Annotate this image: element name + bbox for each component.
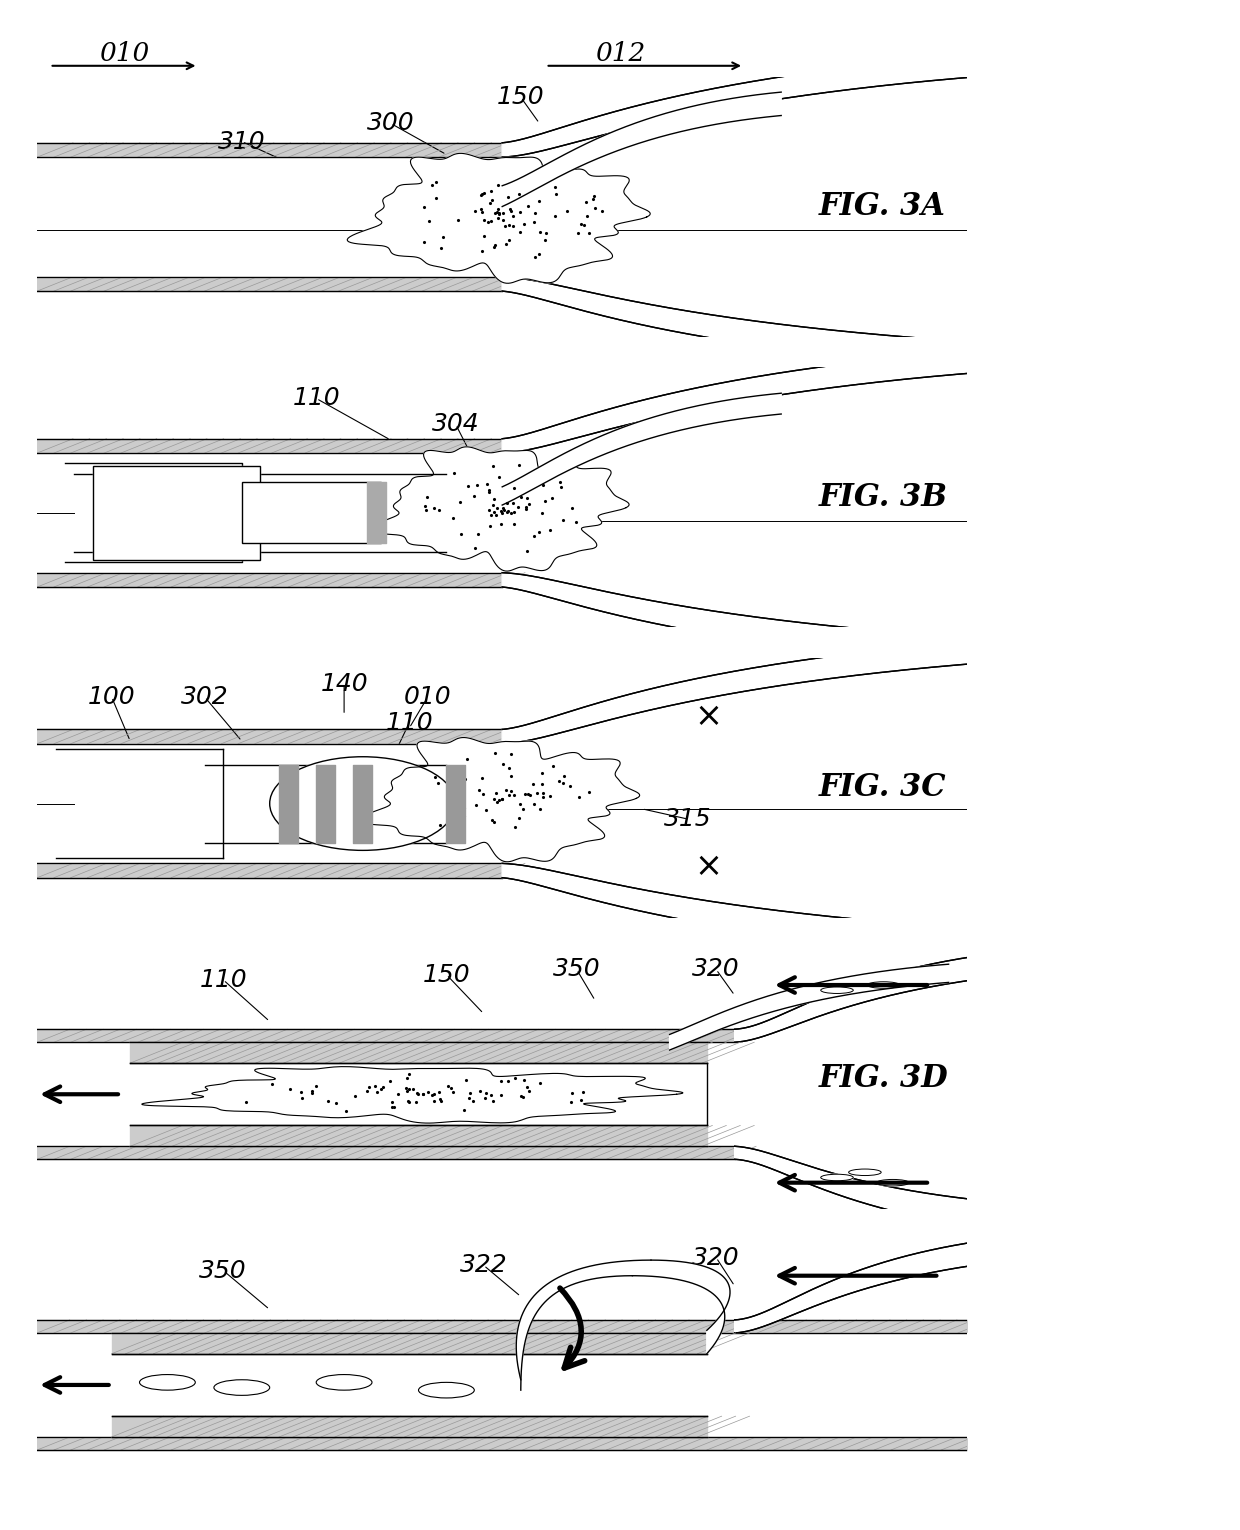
Text: 100: 100 <box>88 685 135 708</box>
Text: 010: 010 <box>99 41 149 66</box>
Text: $\times$: $\times$ <box>694 699 719 731</box>
Text: 150: 150 <box>497 86 544 109</box>
Polygon shape <box>670 964 949 1050</box>
Polygon shape <box>734 952 1014 1042</box>
Polygon shape <box>502 572 1014 666</box>
Text: 012: 012 <box>595 41 645 66</box>
Ellipse shape <box>139 1374 196 1391</box>
Text: FIG. 3A: FIG. 3A <box>818 191 945 222</box>
Polygon shape <box>502 572 1014 666</box>
Polygon shape <box>502 52 1014 158</box>
Ellipse shape <box>316 1374 372 1391</box>
Polygon shape <box>734 952 1014 1042</box>
Text: FIG. 3E: FIG. 3E <box>818 1354 945 1385</box>
Text: 302: 302 <box>181 685 228 708</box>
Text: 110: 110 <box>293 387 340 410</box>
Ellipse shape <box>270 757 456 851</box>
Text: FIG. 3B: FIG. 3B <box>818 482 947 513</box>
Text: 150: 150 <box>423 962 470 987</box>
Text: 315: 315 <box>665 808 712 831</box>
Text: 350: 350 <box>553 958 600 981</box>
Text: 110: 110 <box>200 968 247 991</box>
Text: 110: 110 <box>386 711 433 734</box>
Polygon shape <box>141 1066 683 1123</box>
Polygon shape <box>502 638 1014 744</box>
Text: FIG. 3C: FIG. 3C <box>818 773 946 803</box>
Polygon shape <box>370 447 629 571</box>
Ellipse shape <box>419 1383 474 1398</box>
Text: 320: 320 <box>692 1245 740 1270</box>
Polygon shape <box>502 92 781 207</box>
Polygon shape <box>347 153 650 283</box>
Polygon shape <box>734 1236 1014 1333</box>
FancyBboxPatch shape <box>242 482 382 543</box>
Polygon shape <box>502 347 1014 453</box>
Polygon shape <box>502 52 1014 158</box>
Polygon shape <box>502 863 1014 956</box>
Polygon shape <box>734 1236 1014 1333</box>
FancyBboxPatch shape <box>93 467 260 560</box>
Polygon shape <box>502 863 1014 956</box>
Text: FIG. 3D: FIG. 3D <box>818 1063 949 1094</box>
Text: 140: 140 <box>320 672 368 696</box>
Ellipse shape <box>821 987 853 993</box>
Polygon shape <box>502 638 1014 744</box>
Text: 304: 304 <box>432 413 480 436</box>
Ellipse shape <box>821 1174 853 1181</box>
Ellipse shape <box>848 1169 882 1175</box>
Polygon shape <box>734 1146 1014 1232</box>
Text: 350: 350 <box>200 1259 247 1282</box>
Ellipse shape <box>877 1180 909 1186</box>
Polygon shape <box>502 393 781 505</box>
Polygon shape <box>502 347 1014 453</box>
Ellipse shape <box>867 982 900 988</box>
Polygon shape <box>502 277 1014 369</box>
Text: $\times$: $\times$ <box>694 849 719 883</box>
Polygon shape <box>358 737 640 861</box>
Text: 322: 322 <box>460 1253 507 1278</box>
Polygon shape <box>502 277 1014 369</box>
Ellipse shape <box>213 1380 270 1395</box>
Polygon shape <box>734 1146 1014 1232</box>
Text: 010: 010 <box>404 685 451 708</box>
Text: 320: 320 <box>692 958 740 981</box>
Polygon shape <box>516 1261 730 1391</box>
Text: 300: 300 <box>367 112 414 135</box>
Text: 310: 310 <box>218 130 265 153</box>
